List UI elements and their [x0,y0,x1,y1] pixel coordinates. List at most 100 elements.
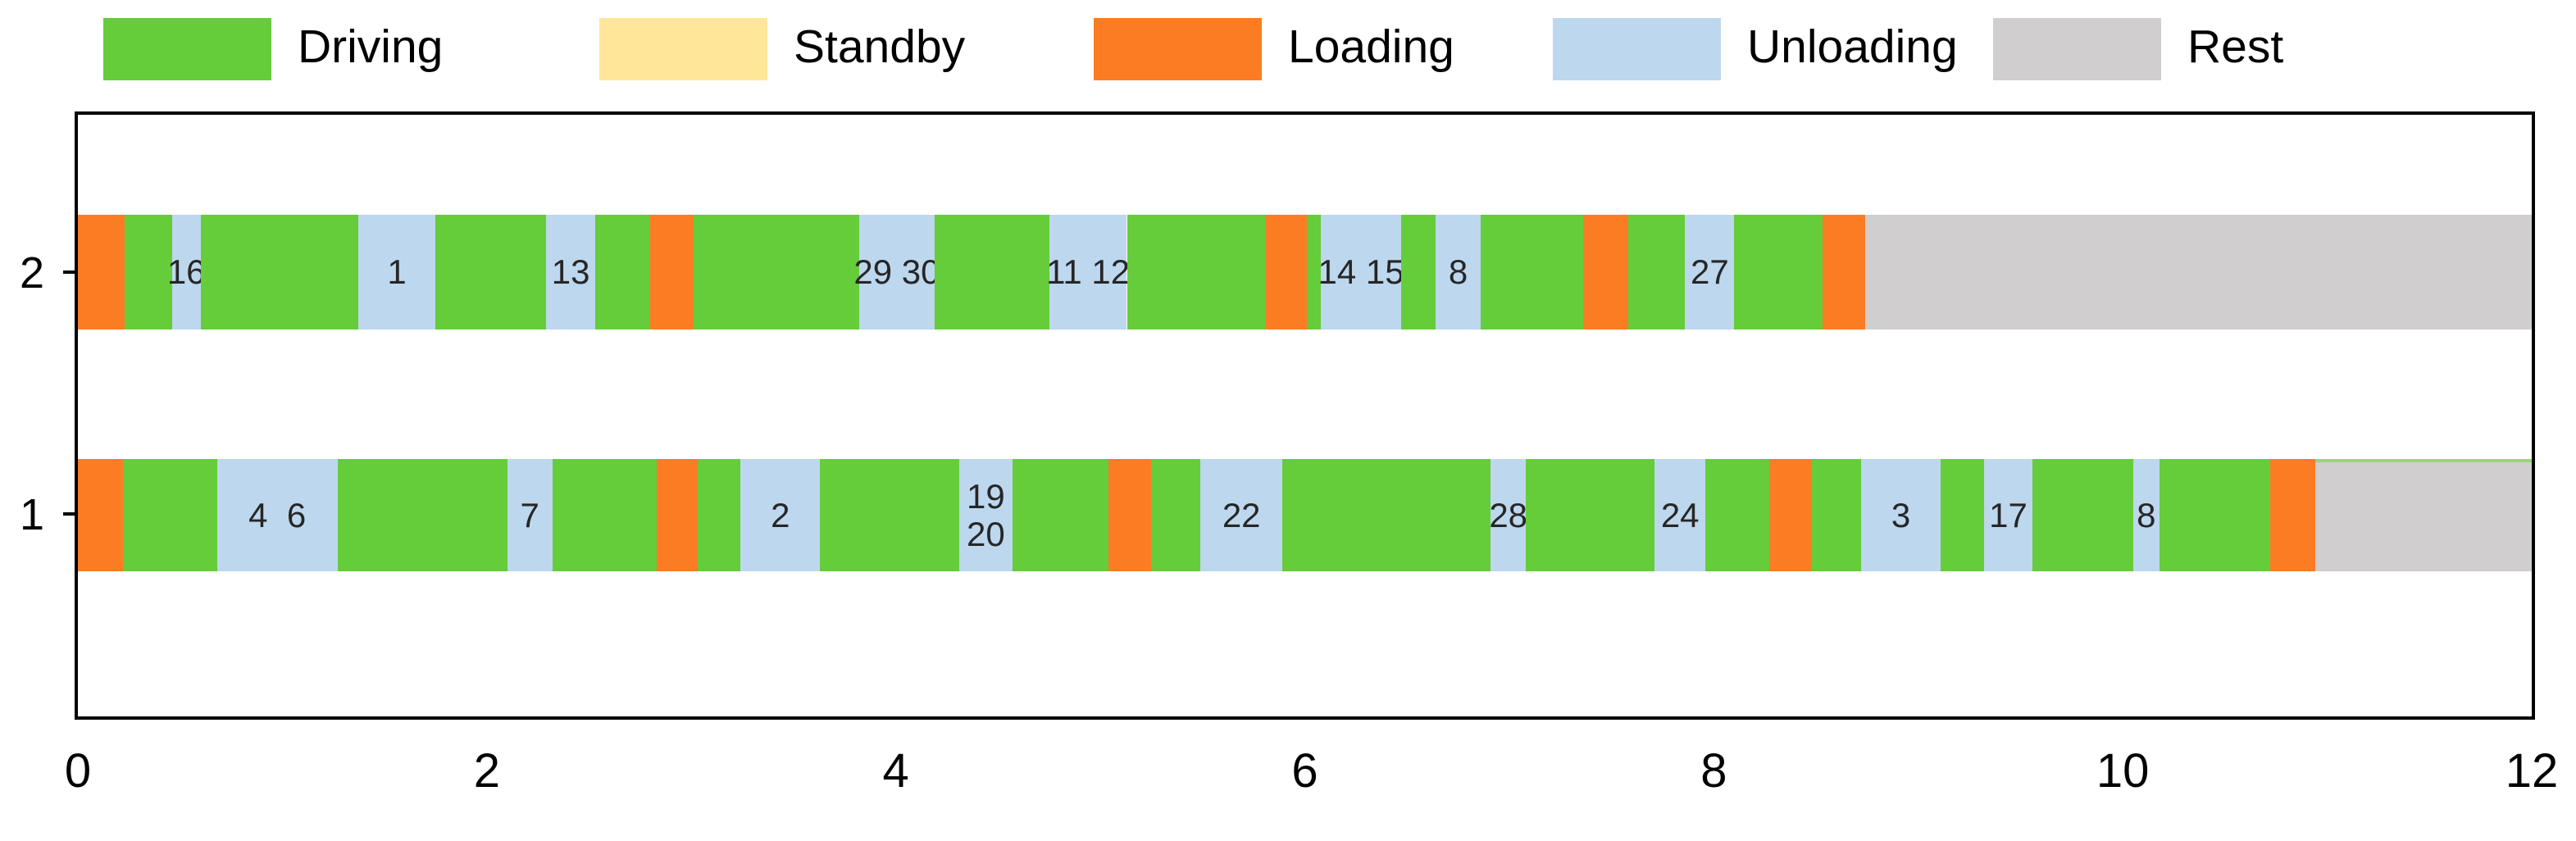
driving-swatch-icon [103,18,271,80]
segment-label: 3 [1891,495,1911,534]
segment-label: 16 [166,252,206,292]
gantt-segment-rest [1864,215,2532,330]
rest-swatch-icon [1993,18,2161,80]
gantt-segment-driving [122,459,217,571]
gantt-segment-loading [650,215,694,330]
gantt-segment-driving [200,215,358,330]
gantt-segment-driving [1400,215,1436,330]
gantt-segment-loading [656,459,698,571]
gantt-segment-rest [2314,459,2532,571]
segment-label: 17 [1989,495,2028,534]
segment-label: 29 30 [853,252,940,292]
gantt-segment-unloading: 7 [507,459,553,571]
x-tick-label: 8 [1700,744,1727,798]
legend-label: Standby [794,20,966,74]
gantt-segment-unloading: 1 [357,215,436,330]
gantt-segment-driving [1306,215,1322,330]
y-axis-tick [63,270,75,274]
gantt-segment-driving [1627,215,1686,330]
gantt-segment-driving [1480,215,1583,330]
gantt-segment-unloading: 29 30 [853,215,940,330]
y-axis-label-row-2: 2 [19,248,45,298]
gantt-segment-driving [1282,459,1491,571]
segment-label: 1 [387,252,407,292]
x-tick-label: 10 [2096,744,2150,798]
x-axis: 0 2 4 6 8 10 12 [65,744,2558,813]
standby-swatch-icon [599,18,767,80]
gantt-segment-loading [78,459,123,571]
gantt-segment-unloading: 2 [740,459,821,571]
gantt-segment-driving [1012,459,1109,571]
gantt-segment-unloading: 4 6 [216,459,338,571]
segment-label: 8 [1448,252,1468,292]
y-axis-tick [63,512,75,516]
gantt-segment-driving [1126,215,1267,330]
gantt-segment-unloading: 8 [1436,215,1481,330]
gantt-segment-loading [1108,459,1152,571]
gantt-segment-unloading: 11 12 [1046,215,1131,330]
x-tick-label: 6 [1291,744,1318,798]
gantt-segment-driving [125,215,172,330]
gantt-segment-unloading: 19 20 [958,459,1013,571]
gantt-segment-loading [78,215,125,330]
gantt-segment-unloading: 13 [546,215,596,330]
gantt-segment-driving [1734,215,1823,330]
segment-label: 28 [1489,495,1528,534]
gantt-segment-loading [1582,215,1628,330]
gantt-segment-unloading: 24 [1654,459,1706,571]
gantt-segment-unloading: 8 [2132,459,2160,571]
gantt-segment-driving [1812,459,1861,571]
gantt-segment-driving [693,215,859,330]
segment-label: 24 [1660,495,1700,534]
segment-label: 13 [551,252,590,292]
gantt-segment-loading [1266,215,1307,330]
gantt-segment-unloading: 28 [1489,459,1528,571]
gantt-segment-driving [820,459,959,571]
y-axis-label-row-1: 1 [19,490,45,539]
gantt-segment-unloading: 27 [1685,215,1735,330]
gantt-segment-driving [1151,459,1201,571]
gantt-segment-driving [697,459,741,571]
segment-label: 2 [771,495,790,534]
segment-label: 27 [1690,252,1729,292]
chart-legend: Driving Standby Loading Unloading Rest [0,0,2576,98]
unloading-swatch-icon [1553,18,1721,80]
plot-area: 16 1 13 29 30 11 12 14 15 8 27 4 6 7 2 19 20 22 28 24… [75,111,2535,720]
gantt-segment-unloading: 3 [1860,459,1941,571]
segment-label: 11 12 [1046,252,1131,292]
x-tick-label: 12 [2505,744,2559,798]
legend-label: Unloading [1747,20,1958,74]
gantt-segment-loading [1822,215,1865,330]
segment-label: 22 [1222,495,1261,534]
segment-label: 8 [2137,495,2156,534]
x-tick-label: 2 [473,744,500,798]
segment-label: 7 [520,495,539,534]
gantt-segment-loading [1768,459,1813,571]
gantt-segment-driving [337,459,507,571]
gantt-row-1: 4 6 7 2 19 20 22 28 24 3 17 8 [78,459,2532,571]
legend-label: Loading [1288,20,1454,74]
legend-label: Rest [2187,20,2284,74]
gantt-segment-driving [2160,459,2270,571]
gantt-segment-driving [435,215,547,330]
gantt-segment-driving [1941,459,1984,571]
legend-label: Driving [298,20,444,74]
x-tick-label: 4 [882,744,909,798]
gantt-segment-unloading: 14 15 [1318,215,1404,330]
gantt-segment-driving [595,215,651,330]
plot-inner: 16 1 13 29 30 11 12 14 15 8 27 4 6 7 2 19 20 22 28 24… [78,115,2532,716]
segment-label: 14 15 [1318,252,1404,292]
gantt-segment-unloading: 16 [167,215,206,330]
segment-label: 4 6 [248,495,307,534]
gantt-segment-loading [2269,459,2315,571]
gantt-row-2: 16 1 13 29 30 11 12 14 15 8 27 [78,215,2532,330]
x-tick-label: 0 [64,744,92,798]
gantt-segment-unloading: 22 [1200,459,1283,571]
segment-label: 19 20 [967,477,1005,553]
gantt-segment-unloading: 17 [1983,459,2033,571]
gantt-segment-driving [1525,459,1654,571]
gantt-segment-driving [1705,459,1769,571]
gantt-segment-driving [935,215,1049,330]
gantt-segment-driving [552,459,657,571]
loading-swatch-icon [1094,18,1262,80]
